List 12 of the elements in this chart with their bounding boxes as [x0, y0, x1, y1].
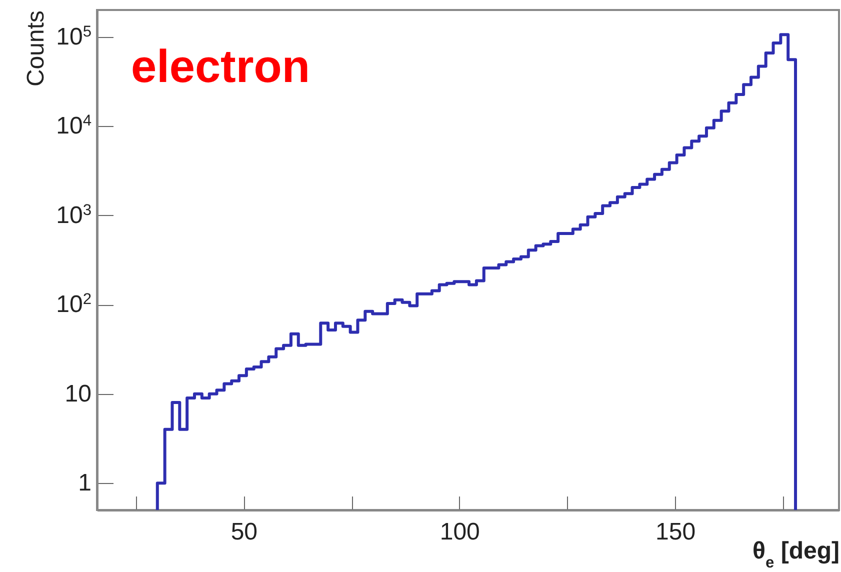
- y-tick-label: 10$^{5}$: [56, 22, 92, 50]
- y-tick-label: 10: [64, 380, 92, 408]
- x-axis-title: θ$_{e}$ [deg]: [752, 538, 840, 571]
- y-tick-label: 10$^{3}$: [56, 201, 92, 229]
- y-tick-label: 10$^{2}$: [56, 290, 92, 318]
- y-axis-title: Counts: [22, 10, 50, 87]
- x-tick-label: 150: [656, 518, 696, 546]
- x-tick-label: 50: [230, 518, 258, 546]
- annotation: electron: [131, 40, 310, 92]
- x-tick-label: 100: [440, 518, 480, 546]
- y-tick-label: 1: [78, 470, 92, 497]
- y-tick-label: 10$^{4}$: [56, 112, 92, 140]
